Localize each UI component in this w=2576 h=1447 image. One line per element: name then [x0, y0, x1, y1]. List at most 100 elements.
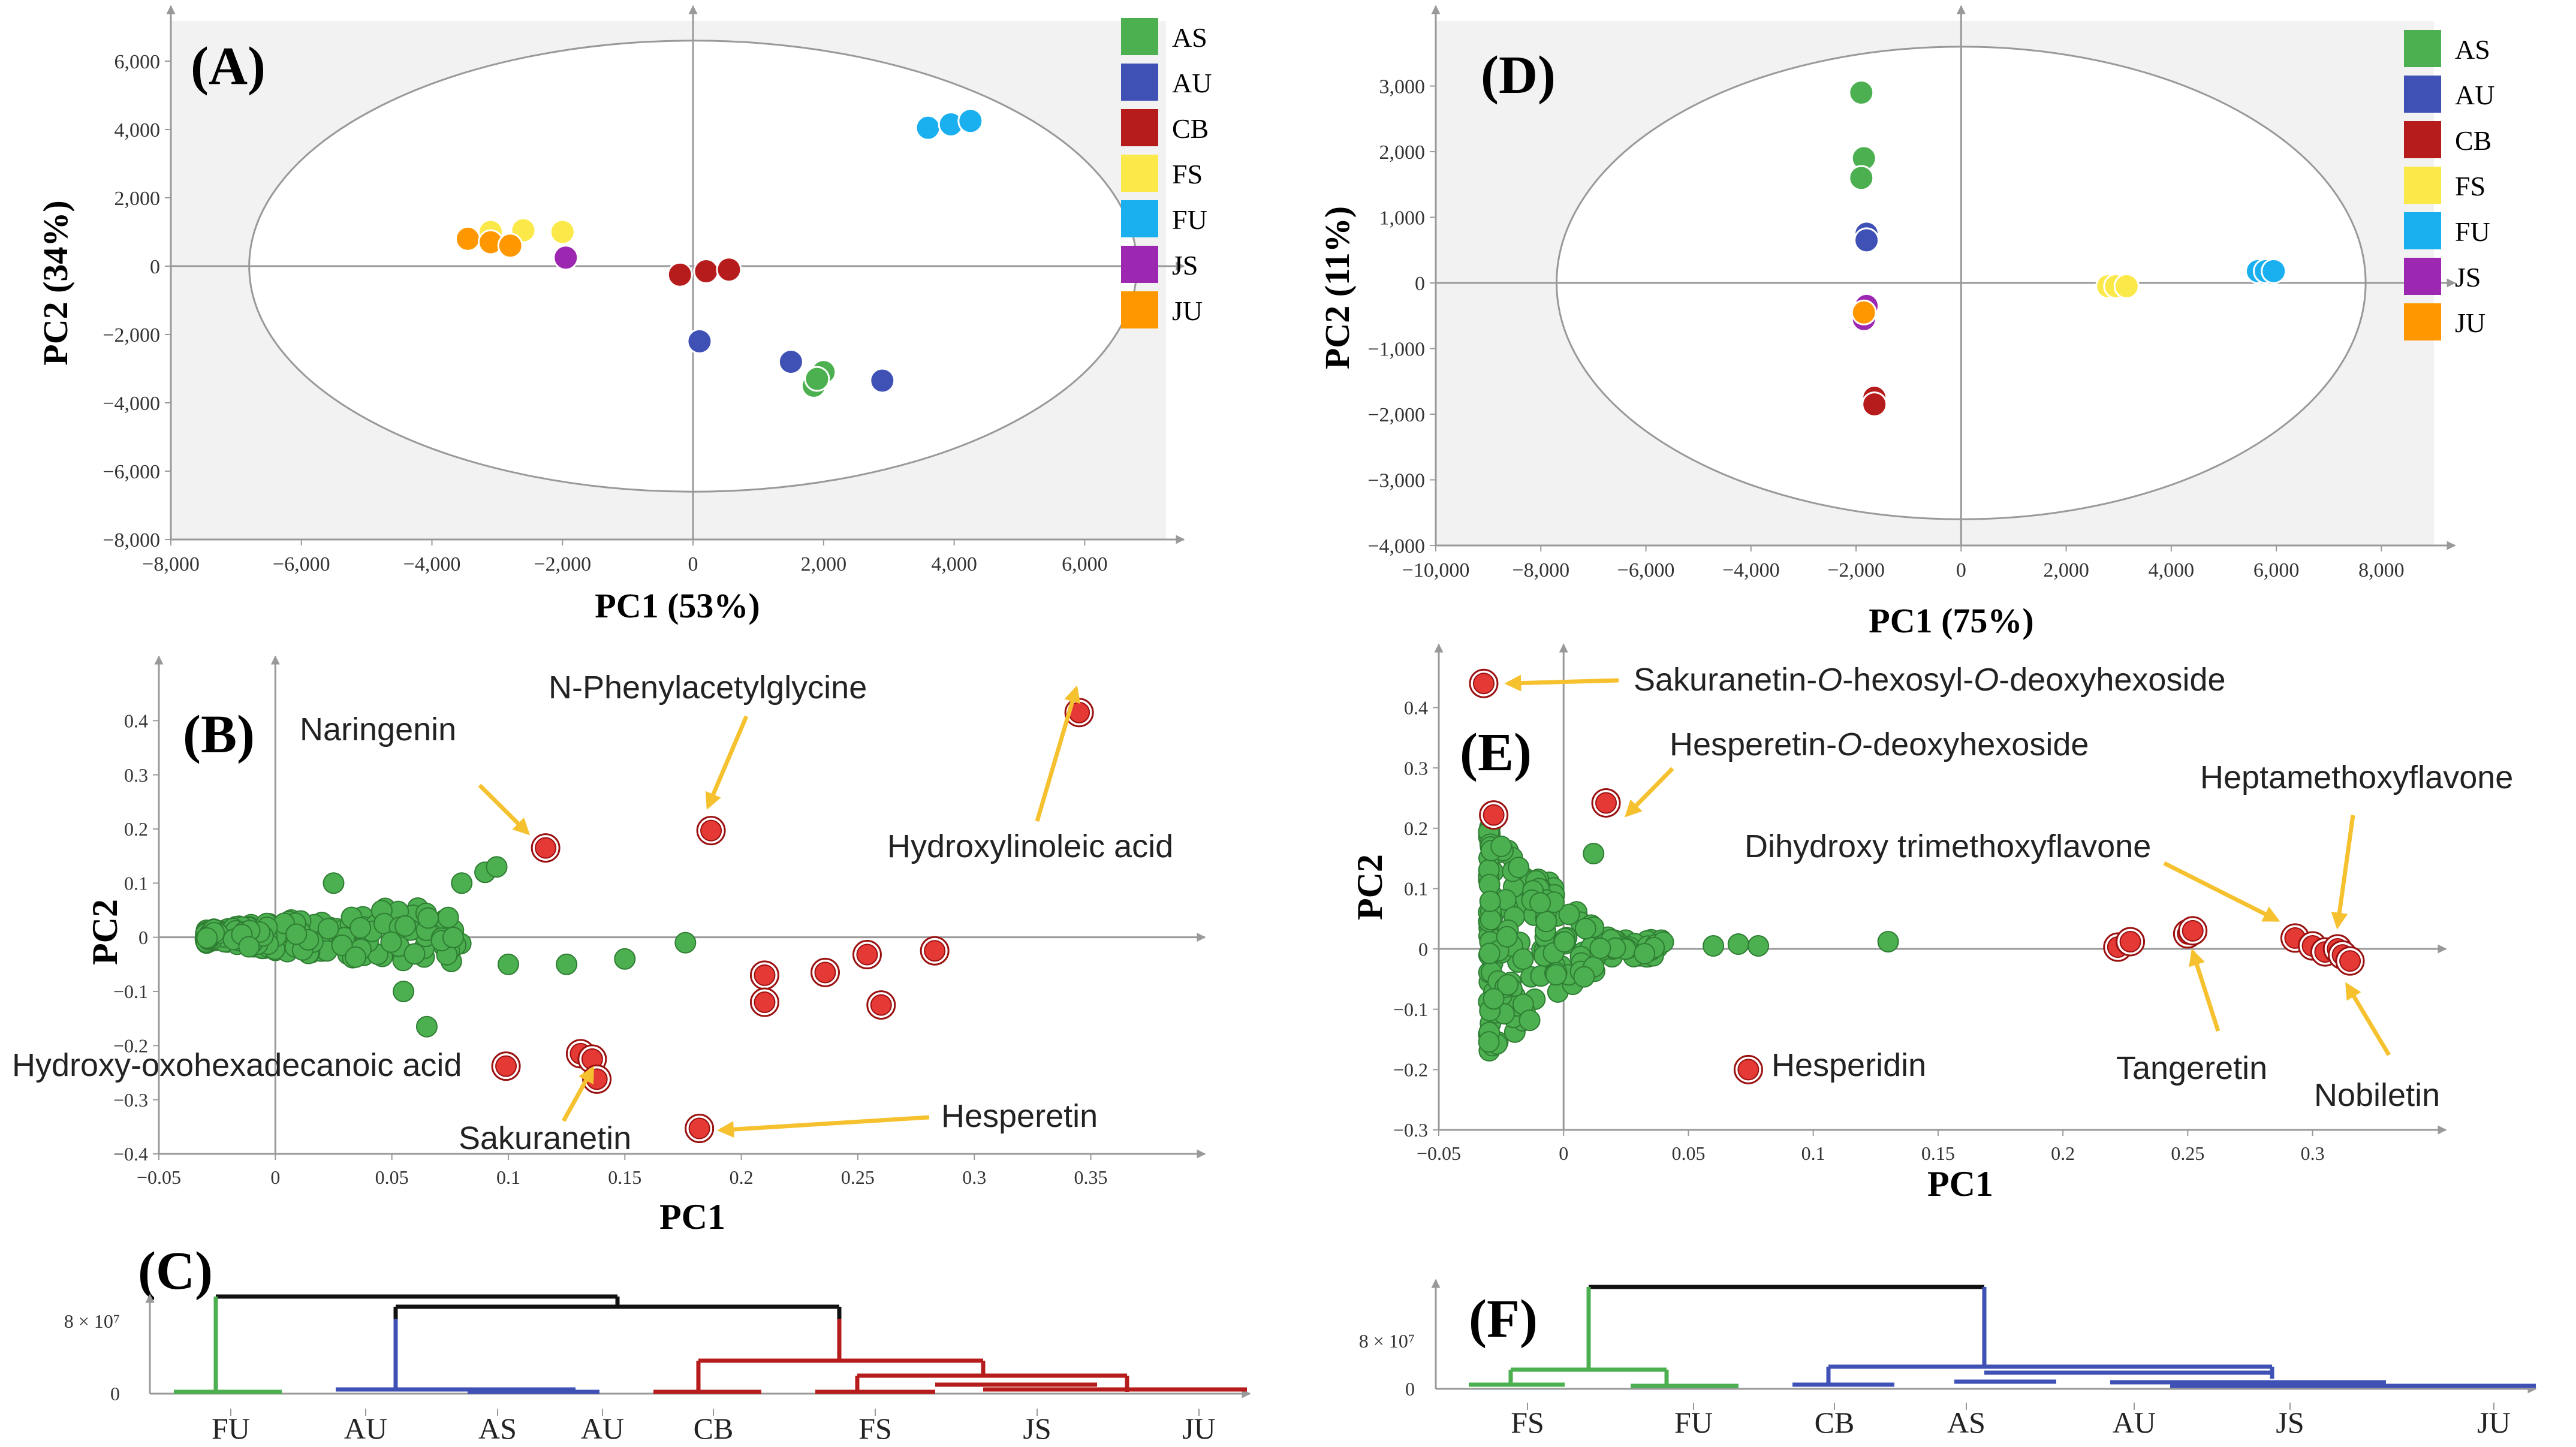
plot-e-variable-point	[1512, 948, 1534, 970]
plot-b-variable-point	[437, 906, 459, 929]
plot-d-xtick-label: −6,000	[1617, 559, 1675, 581]
plot-b-variable-point	[323, 872, 345, 894]
panel-b-loading-plot: −0.05 0 0.05 0.1 0.15 0.2 0.25 0.3 0.35 −0.4 −0.3 −…	[12, 655, 1206, 1237]
plot-b-variable-point	[415, 1015, 438, 1038]
plot-e-ytick-label: 0.3	[1404, 757, 1428, 779]
plot-d-legend-label-fu: FU	[2455, 216, 2490, 247]
plot-d-point-au	[1854, 227, 1880, 254]
plot-a-legend-swatch-js	[1121, 246, 1158, 283]
plot-a-legend-label-fu: FU	[1172, 204, 1207, 235]
plot-a-legend-label-fs: FS	[1172, 159, 1203, 189]
plot-a-legend-label-as: AS	[1172, 22, 1207, 53]
plot-e-annotation-label: Sakuranetin-O-hexosyl-O-deoxyhexoside	[1634, 662, 2226, 698]
plot-b-variable-point	[380, 931, 402, 953]
plot-f-leaf-label: JS	[2276, 1406, 2304, 1439]
plot-a-point-au	[778, 349, 804, 375]
plot-e-annotation-arrow	[2189, 948, 2221, 1032]
plot-f-leaf-label: JU	[2477, 1406, 2511, 1439]
plot-e-variable-point	[1529, 892, 1551, 914]
plot-e-highlight-point	[2182, 920, 2204, 942]
plot-e-annotation-label: Dihydroxy trimethoxyflavone	[1745, 828, 2151, 864]
plot-a-axes: −8,000 −6,000 −4,000 −2,000 0 2,000 4,000 6,000…	[103, 5, 1212, 575]
panel-a-score-plot: −8,000 −6,000 −4,000 −2,000 0 2,000 4,000 6,000…	[36, 5, 1212, 625]
plot-b-ytick-label: −0.3	[113, 1089, 148, 1111]
panel-label-a: (A)	[191, 37, 266, 96]
plot-c-leaf-label: AS	[478, 1412, 517, 1445]
plot-b-annotation-arrow	[705, 715, 749, 810]
plot-a-point-ju	[497, 233, 523, 259]
plot-c-branch-au	[336, 1319, 599, 1394]
plot-d-xtick-label: −2,000	[1827, 559, 1885, 581]
plot-d-xtick-label: −10,000	[1402, 559, 1470, 581]
plot-d-legend-label-fs: FS	[2455, 171, 2485, 201]
plot-d-legend-swatch-fs	[2404, 167, 2441, 204]
plot-b-annotation-arrow	[478, 783, 531, 836]
plot-b-highlight-point	[870, 994, 892, 1016]
plot-e-variable-point	[1583, 843, 1605, 865]
plot-e-variable-point	[1553, 931, 1575, 953]
plot-a-point-au	[686, 328, 713, 354]
plot-e-variable-point	[1589, 937, 1611, 960]
plot-e-variable-point	[1478, 1031, 1500, 1053]
plot-d-legend-swatch-fu	[2404, 212, 2441, 249]
plot-e-xtick-label: 0.25	[2171, 1142, 2204, 1164]
plot-e-variable-point	[1508, 857, 1530, 879]
plot-e-ytick-label: −0.3	[1393, 1119, 1428, 1141]
plot-b-xtick-label: 0.25	[841, 1166, 875, 1188]
plot-d-legend-label-as: AS	[2455, 34, 2490, 65]
plot-b-annotation-label: Naringenin	[300, 712, 456, 747]
plot-a-legend-swatch-fs	[1121, 155, 1158, 192]
plot-b-annotation-label: Sakuranetin	[459, 1120, 631, 1156]
plot-e-variable-point	[1703, 935, 1725, 957]
plot-d-xtick-label: −8,000	[1512, 559, 1569, 581]
plot-e-highlight-point	[2119, 930, 2141, 952]
plot-b-xtick-label: 0.05	[375, 1166, 409, 1188]
plot-c-branch-mid	[393, 1304, 842, 1319]
plot-c-leaf-label: FU	[212, 1412, 250, 1445]
plot-b-xtick-label: −0.05	[137, 1166, 181, 1188]
plot-a-xtick-label: 6,000	[1062, 553, 1108, 575]
plot-e-annotation-label: Nobiletin	[2314, 1077, 2440, 1113]
plot-c-leaves: FU AU AS AU CB FS JS JU	[212, 1409, 1216, 1445]
plot-d-point-as	[1848, 79, 1875, 105]
plot-a-xtick-label: 4,000	[931, 553, 977, 575]
plot-a-ytick-label: −8,000	[103, 529, 160, 551]
plot-e-xtick-label: −0.05	[1417, 1142, 1461, 1164]
plot-a-point-fu	[915, 114, 941, 141]
plot-c-leaf-label: JS	[1023, 1412, 1051, 1445]
plot-b-ytick-label: 0.1	[124, 872, 148, 894]
plot-b-xtick-label: 0.1	[496, 1166, 520, 1188]
plot-e-variable-point	[1558, 903, 1580, 926]
plot-e-annotation-arrow	[2345, 982, 2391, 1056]
plot-b-points	[194, 698, 1094, 1144]
plot-b-variable-point	[345, 946, 367, 968]
plot-b-highlight-point	[495, 1055, 517, 1077]
plot-d-legend-swatch-ju	[2404, 303, 2441, 340]
plot-f-branch-blue	[1792, 1287, 2536, 1388]
plot-e-variable-point	[1545, 964, 1567, 986]
plot-d-xtick-label: −4,000	[1722, 559, 1780, 581]
panel-label-c: (C)	[138, 1241, 213, 1301]
plot-f-leaf-label: AS	[1947, 1406, 1986, 1439]
plot-f-leaf-label: AU	[2113, 1406, 2156, 1439]
plot-b-variable-point	[317, 918, 339, 940]
plot-b-annotation-label: N-Phenylacetylglycine	[549, 670, 867, 706]
plot-d-ytick-label: −3,000	[1367, 469, 1425, 492]
plot-a-ytick-label: −2,000	[103, 324, 160, 346]
plot-e-variable-point	[1490, 835, 1513, 857]
plot-a-point-js	[553, 245, 579, 271]
plot-b-ytick-label: 0.3	[124, 764, 148, 786]
plot-d-xtick-label: 2,000	[2043, 559, 2089, 581]
plot-f-branch-green	[1469, 1287, 1739, 1388]
plot-a-ytick-label: 0	[150, 256, 160, 278]
plot-e-annotation-arrow	[1504, 674, 1619, 692]
plot-d-points	[1848, 79, 2287, 418]
plot-b-variable-point	[196, 927, 218, 949]
plot-b-xtick-label: 0.35	[1074, 1166, 1108, 1188]
plot-a-ytick-label: −4,000	[103, 393, 160, 415]
plot-b-ytick-label: 0	[138, 927, 148, 948]
plot-a-point-cb	[667, 261, 693, 288]
plot-c-leaf-label: FS	[858, 1412, 892, 1445]
plot-e-highlight-point	[2339, 950, 2361, 972]
plot-b-highlight-point	[856, 943, 878, 966]
